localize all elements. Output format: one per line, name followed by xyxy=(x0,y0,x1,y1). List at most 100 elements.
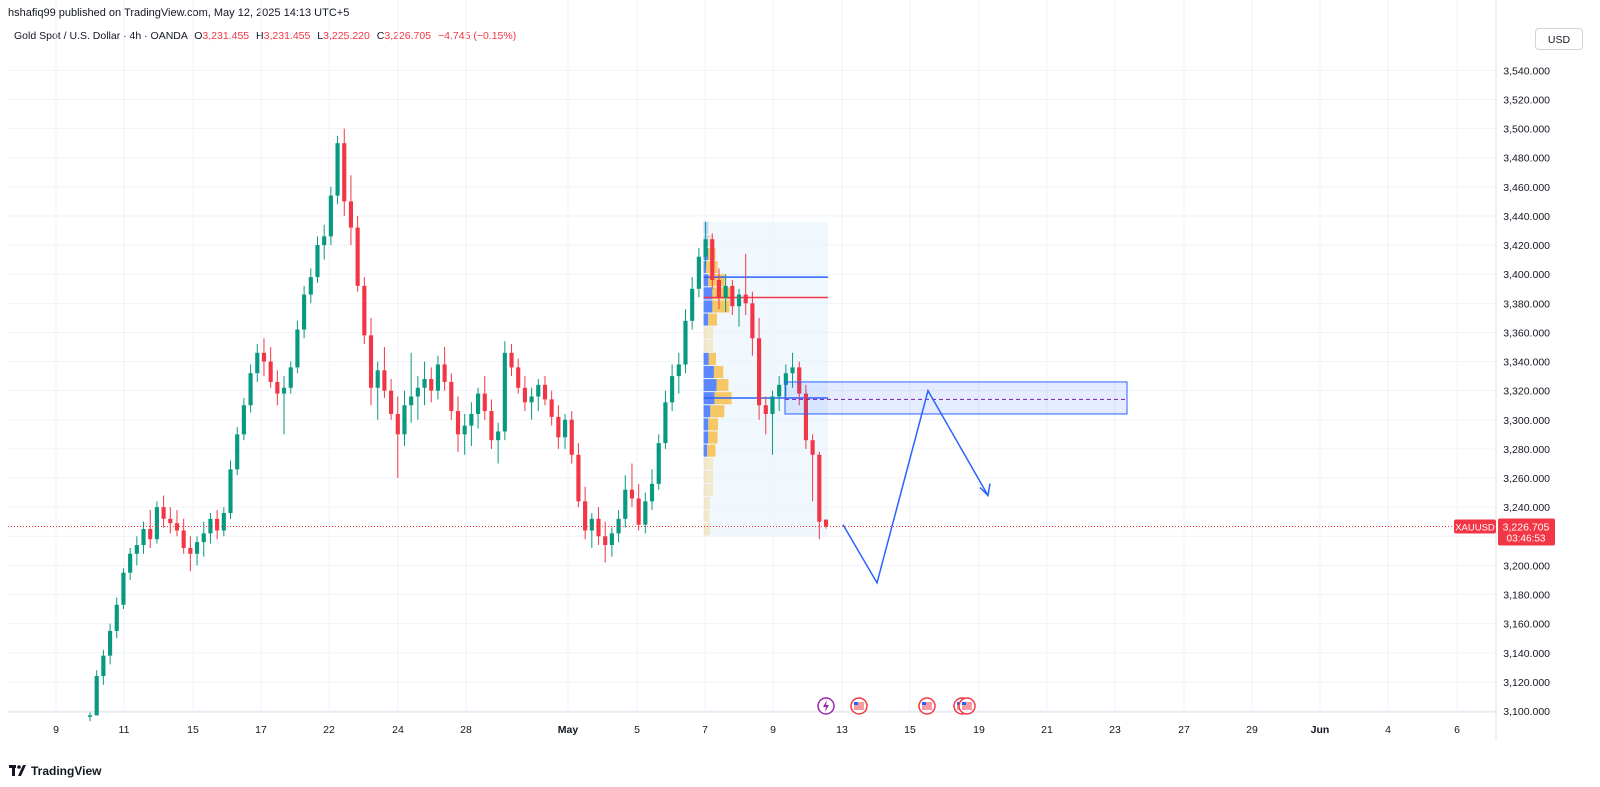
x-tick-label: 21 xyxy=(1041,724,1053,736)
candle-body xyxy=(723,285,728,298)
lightning-icon xyxy=(823,700,829,712)
symbol-title[interactable]: Gold Spot / U.S. Dollar · 4h · OANDA xyxy=(14,30,188,42)
tradingview-brand[interactable]: TradingView xyxy=(9,764,101,778)
candle-body xyxy=(716,280,722,298)
x-tick-label: 7 xyxy=(702,724,708,736)
open-value: 3,231.455 xyxy=(202,30,250,42)
candle-body xyxy=(422,379,427,388)
candle-body xyxy=(516,367,521,388)
high-value: 3,231.455 xyxy=(263,30,311,42)
candle-body xyxy=(462,425,467,435)
volume-profile-bar-down xyxy=(708,313,718,326)
candle-body xyxy=(736,294,742,307)
volume-profile-bar-down xyxy=(708,431,718,444)
volume-profile-bar-down xyxy=(703,339,713,352)
y-tick-label: 3,300.000 xyxy=(1503,415,1550,427)
candle-body xyxy=(161,507,166,519)
bar-countdown: 03:46:53 xyxy=(1507,534,1546,545)
volume-profile-bar-down xyxy=(716,379,729,392)
candle-body xyxy=(696,256,701,289)
candle-body xyxy=(797,367,802,394)
candle-body xyxy=(823,519,829,527)
candle-body xyxy=(743,294,748,304)
low-value: 3,225.220 xyxy=(323,30,370,42)
candle-body xyxy=(603,536,608,546)
high-label: H xyxy=(256,30,264,42)
candle-body xyxy=(409,396,414,406)
price-chart[interactable]: 3,100.000 3,120.000 3,140.000 3,160.000 3,18… xyxy=(0,0,1600,760)
open-label: O xyxy=(194,30,203,42)
candle-body xyxy=(261,352,267,362)
volume-profile-bar-down xyxy=(703,510,710,523)
x-tick-label: 24 xyxy=(392,724,404,736)
candle-body xyxy=(475,393,481,414)
candle-body xyxy=(810,440,815,455)
flag-canton-icon xyxy=(922,702,926,705)
candle-body xyxy=(569,419,574,455)
y-tick-label: 3,320.000 xyxy=(1503,386,1550,398)
dividend-event-icon[interactable] xyxy=(817,697,835,715)
flag-canton-icon xyxy=(854,702,858,705)
candle-body xyxy=(489,411,494,441)
close-label: C xyxy=(376,30,385,42)
candle-body xyxy=(710,239,715,281)
x-tick-label: 22 xyxy=(323,724,335,736)
candle-body xyxy=(181,530,186,548)
candle-body xyxy=(817,454,822,522)
candle-body xyxy=(308,277,313,295)
us-flag-event-icon[interactable] xyxy=(958,697,976,715)
x-tick-label: 15 xyxy=(904,724,916,736)
candle-body xyxy=(288,367,293,388)
candle-body xyxy=(221,512,226,531)
candle-body xyxy=(609,533,614,546)
candle-body xyxy=(328,195,333,237)
projection-arrowhead xyxy=(979,483,991,498)
candle-body xyxy=(121,572,126,605)
candle-body xyxy=(241,405,246,435)
candle-body xyxy=(730,285,735,307)
candle-body xyxy=(549,399,554,417)
volume-profile-bar-up xyxy=(703,274,709,287)
candle-body xyxy=(663,402,668,444)
candle-body xyxy=(643,501,648,525)
us-flag-event-icon[interactable] xyxy=(850,697,868,715)
candle-body xyxy=(703,239,708,257)
y-tick-label: 3,180.000 xyxy=(1503,590,1550,602)
candle-body xyxy=(482,393,487,412)
candle-body xyxy=(656,443,661,484)
y-tick-label: 3,520.000 xyxy=(1503,94,1550,106)
y-tick-label: 3,440.000 xyxy=(1503,211,1550,223)
x-tick-label: May xyxy=(558,724,579,736)
volume-profile-bar-up xyxy=(703,287,713,300)
y-tick-label: 3,140.000 xyxy=(1503,648,1550,660)
candle-body xyxy=(770,396,775,414)
volume-profile-bar-up xyxy=(703,431,709,444)
currency-button[interactable]: USD xyxy=(1535,28,1583,50)
x-tick-label: Jun xyxy=(1311,724,1330,736)
volume-profile-bar-up xyxy=(703,418,709,431)
candle-body xyxy=(101,655,106,677)
volume-profile-bar-up xyxy=(703,365,714,379)
candle-body xyxy=(235,434,240,470)
candle-body xyxy=(596,518,601,537)
candle-body xyxy=(629,489,635,499)
candle-body xyxy=(194,542,200,554)
candle-body xyxy=(302,294,307,330)
candle-body xyxy=(342,143,347,202)
candle-body xyxy=(215,518,220,531)
candle-body xyxy=(295,329,300,368)
candle-body xyxy=(763,405,768,414)
x-tick-label: 15 xyxy=(187,724,199,736)
us-flag-event-icon[interactable] xyxy=(918,697,936,715)
candle-body xyxy=(348,201,354,228)
candle-body xyxy=(389,390,394,414)
volume-profile-bar-down xyxy=(703,523,711,536)
tradingview-logo-icon xyxy=(9,765,26,776)
candle-body xyxy=(281,387,287,394)
candle-body xyxy=(415,387,420,397)
volume-profile-bar-down xyxy=(703,496,710,510)
y-tick-label: 3,160.000 xyxy=(1503,619,1550,631)
candle-body xyxy=(623,489,628,519)
zone-box xyxy=(784,381,1128,415)
volume-profile-bar-down xyxy=(713,365,724,379)
